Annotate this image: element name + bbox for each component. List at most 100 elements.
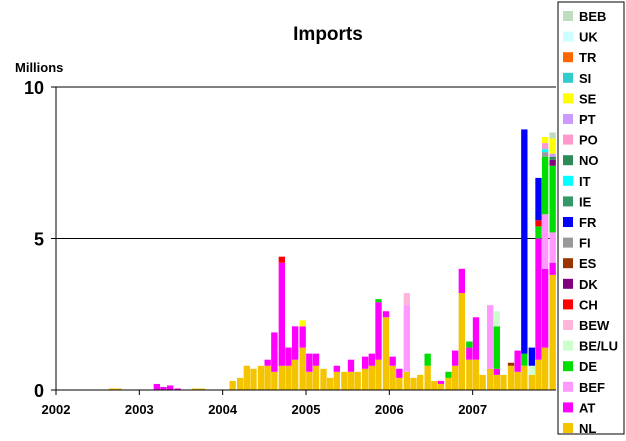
bar-segment-nl	[416, 374, 424, 390]
legend-label-it: IT	[579, 174, 591, 189]
bar-segment-pt	[549, 153, 556, 157]
bar-segment-nl	[236, 377, 244, 390]
bar-segment-de	[466, 341, 473, 348]
bar-segment-ch	[535, 220, 542, 227]
legend-swatch-be-lu	[563, 340, 573, 351]
bar-segment-de	[375, 299, 382, 303]
bar-segment-nl	[326, 377, 334, 390]
bar-segment-bef	[549, 232, 556, 263]
legend-swatch-bef	[563, 381, 573, 392]
bar-segment-fr	[535, 177, 542, 221]
bar-segment-nl	[451, 365, 459, 390]
x-tick-label: 2007	[458, 402, 487, 417]
legend-swatch-uk	[563, 31, 573, 42]
bar-segment-at	[472, 317, 480, 360]
bar-segment-nl	[500, 374, 507, 390]
bar-segment-nl	[264, 365, 271, 390]
x-tick-label: 2006	[375, 402, 404, 417]
bar-segment-at	[333, 365, 341, 372]
bar-segment-nl	[549, 274, 556, 390]
bar-segment-de	[424, 353, 431, 366]
bar-segment-at	[451, 350, 459, 366]
legend-swatch-si	[563, 72, 573, 83]
bar-segment-nl	[191, 388, 199, 390]
bar-segment-de	[493, 326, 501, 369]
bar-segment-nl	[250, 368, 257, 390]
legend-swatch-no	[563, 155, 573, 166]
bar-segment-nl	[382, 317, 390, 390]
legend-swatch-se	[563, 93, 573, 104]
bar-segment-nl	[299, 347, 306, 390]
legend-label-po: PO	[579, 133, 598, 148]
bar-segment-nl	[361, 368, 369, 390]
bar-segment-nl	[243, 365, 251, 390]
legend-label-si: SI	[579, 71, 591, 86]
bar-segment-at	[437, 380, 445, 384]
bar-segment-at	[541, 268, 549, 348]
axes: 0 5 10 2002 2003 2004 2005 2006 2007	[24, 78, 556, 417]
bar-segment-fr	[521, 129, 528, 354]
legend-swatch-es	[563, 258, 573, 269]
legend-label-se: SE	[579, 91, 597, 106]
legend-label-at: AT	[579, 400, 595, 415]
bar-segment-nl	[229, 380, 236, 390]
x-tick-label: 2003	[125, 402, 154, 417]
bar-segment-at	[466, 347, 473, 360]
bar-segment-at	[312, 353, 320, 366]
bar-segment-at	[264, 359, 271, 366]
legend-swatch-it	[563, 175, 573, 186]
bar-segment-at	[382, 311, 390, 318]
bar-segment-at	[493, 368, 501, 375]
bar-segment-nl	[507, 365, 515, 390]
legend-label-fi: FI	[579, 236, 591, 251]
bar-segment-at	[271, 332, 278, 372]
bar-segment-at	[306, 353, 313, 372]
legend-label-bew: BEW	[579, 318, 610, 333]
legend-label-uk: UK	[579, 30, 598, 45]
legend-swatch-nl	[563, 423, 573, 433]
legend-swatch-tr	[563, 52, 573, 63]
bar-segment-se	[299, 320, 306, 327]
legend-label-no: NO	[579, 153, 599, 168]
bar-segment-es	[507, 362, 515, 366]
bar-segment-it	[541, 149, 549, 153]
bar-segment-nl	[368, 365, 376, 390]
legend-swatch-pt	[563, 114, 573, 124]
bar-segment-nl	[466, 359, 473, 390]
legend-swatch-fr	[563, 217, 573, 227]
bar-segment-nl	[528, 374, 536, 390]
legend-swatch-fi	[563, 237, 573, 248]
bar-segment-nl	[458, 293, 466, 390]
x-tick-label: 2005	[292, 402, 321, 417]
bar-segment-nl	[347, 371, 355, 390]
y-tick-label: 5	[34, 230, 44, 250]
bar-segment-nl	[472, 359, 480, 390]
bar-segment-nl	[341, 371, 348, 390]
legend-swatch-po	[563, 134, 573, 145]
legend-label-nl: NL	[579, 421, 596, 436]
bar-segment-nl	[354, 371, 361, 390]
bar-segment-nl	[115, 388, 122, 390]
bar-segment-nl	[389, 365, 396, 390]
bar-segment-bew	[403, 293, 411, 306]
bar-segment-bef	[486, 305, 494, 369]
chart-title: Imports	[293, 24, 363, 45]
bar-segment-nl	[514, 371, 521, 390]
bar-segment-nl	[257, 365, 265, 390]
legend-swatch-dk	[563, 278, 573, 289]
legend-swatch-de	[563, 361, 573, 372]
bar-segment-fi	[541, 152, 549, 157]
bar-segment-bef	[403, 305, 411, 372]
bar-segment-de	[549, 165, 556, 233]
bar-segment-bef	[541, 214, 549, 269]
x-tick-label: 2002	[42, 402, 71, 417]
bar-segment-nl	[320, 368, 327, 390]
bar-segment-po	[541, 143, 549, 150]
legend-label-tr: TR	[579, 50, 597, 65]
bar-segment-nl	[521, 365, 528, 390]
bar-segment-at	[174, 388, 181, 390]
legend-label-beb: BEB	[579, 9, 606, 24]
y-tick-label: 10	[24, 78, 44, 98]
